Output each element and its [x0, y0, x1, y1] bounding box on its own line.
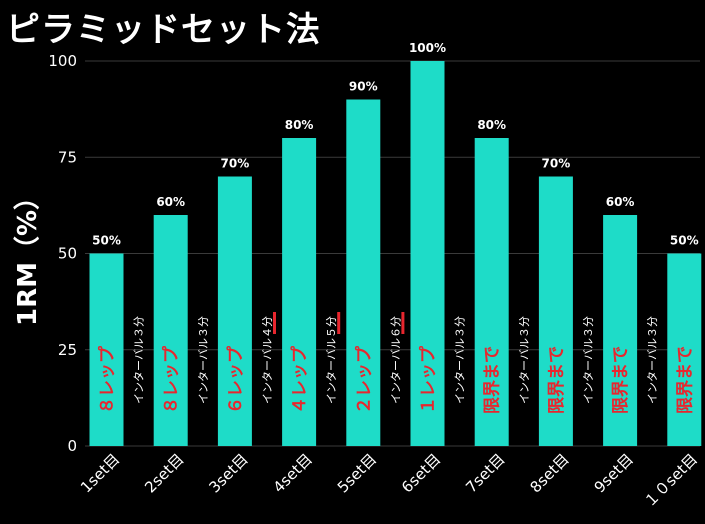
y-tick-label: 0 — [67, 437, 77, 455]
data-label: 100% — [409, 41, 446, 55]
data-label: 70% — [221, 157, 250, 171]
interval-annotation: インターバル３分 — [133, 316, 146, 404]
y-axis-ticks: 0 25 50 75 100 — [48, 52, 77, 455]
data-label: 60% — [156, 195, 185, 209]
data-labels: 50% 60% 70% 80% 90% 100% 80% 70% 60% 50% — [92, 41, 699, 248]
bar-annotation: 限界まで — [675, 346, 695, 414]
bar — [282, 138, 317, 446]
x-category-label: 5set目 — [334, 450, 380, 496]
x-category-label: 8set目 — [526, 450, 572, 496]
bar — [474, 138, 509, 446]
x-category-label: 1set目 — [77, 450, 123, 496]
bar — [410, 61, 445, 446]
bar-annotation: 限界まで — [483, 346, 503, 414]
x-category-label: 6set目 — [398, 450, 444, 496]
bar-annotation: 限界まで — [611, 346, 631, 414]
x-category-label: 2set目 — [141, 450, 187, 496]
x-category-label: 3set目 — [205, 450, 251, 496]
bar — [346, 99, 381, 446]
bar-annotation: ２レップ — [353, 345, 374, 414]
y-tick-label: 25 — [58, 341, 77, 359]
interval-marker — [273, 312, 276, 334]
data-label: 70% — [542, 157, 571, 171]
data-label: 80% — [285, 118, 314, 132]
interval-annotation: インターバル３分 — [518, 316, 531, 404]
interval-annotation: インターバル３分 — [454, 316, 467, 404]
interval-annotation: インターバル４分 — [261, 316, 274, 404]
chart-title: ピラミッドセット法 — [6, 10, 321, 50]
bar — [538, 176, 573, 446]
data-label: 50% — [670, 234, 699, 248]
bar-annotation: ８レップ — [161, 345, 182, 414]
bar — [153, 215, 188, 446]
interval-annotation: インターバル３分 — [646, 316, 659, 404]
interval-annotation: インターバル５分 — [325, 316, 338, 404]
x-category-label: 7set目 — [462, 450, 508, 496]
data-label: 80% — [477, 118, 506, 132]
bar-annotations: ８レップ ８レップ ６レップ ４レップ ２レップ １レップ 限界まで 限界まで 限界まで 限界まで — [97, 345, 696, 414]
bar-annotation: ８レップ — [97, 345, 118, 414]
y-tick-label: 100 — [48, 52, 77, 70]
interval-marker — [337, 312, 341, 334]
interval-annotation: インターバル３分 — [197, 316, 210, 404]
data-label: 60% — [606, 195, 635, 209]
data-label: 50% — [92, 234, 121, 248]
data-label: 90% — [349, 80, 378, 94]
y-tick-label: 50 — [58, 245, 77, 263]
y-axis-label: 1RM（%） — [13, 184, 43, 326]
x-category-label: １０set目 — [640, 450, 701, 511]
x-category-label: 9set目 — [591, 450, 637, 496]
bar-annotation: ６レップ — [225, 345, 246, 414]
x-axis-categories: 1set目 2set目 3set目 4set目 5set目 6set目 7set目 8set目… — [77, 450, 701, 511]
y-tick-label: 75 — [58, 148, 77, 166]
bar — [667, 253, 702, 446]
bars — [89, 61, 702, 446]
interval-annotation: インターバル３分 — [582, 316, 595, 404]
bar — [603, 215, 638, 446]
interval-annotation: インターバル６分 — [389, 316, 402, 404]
bar-annotation: ４レップ — [289, 345, 310, 414]
bar — [89, 253, 124, 446]
x-category-label: 4set目 — [270, 450, 316, 496]
bar-annotation: １レップ — [418, 345, 439, 414]
bar-annotation: 限界まで — [547, 346, 567, 414]
interval-annotations: インターバル３分 インターバル３分 インターバル４分 インターバル５分 インターバル６分… — [133, 312, 659, 404]
bar — [217, 176, 252, 446]
interval-marker — [401, 312, 405, 334]
